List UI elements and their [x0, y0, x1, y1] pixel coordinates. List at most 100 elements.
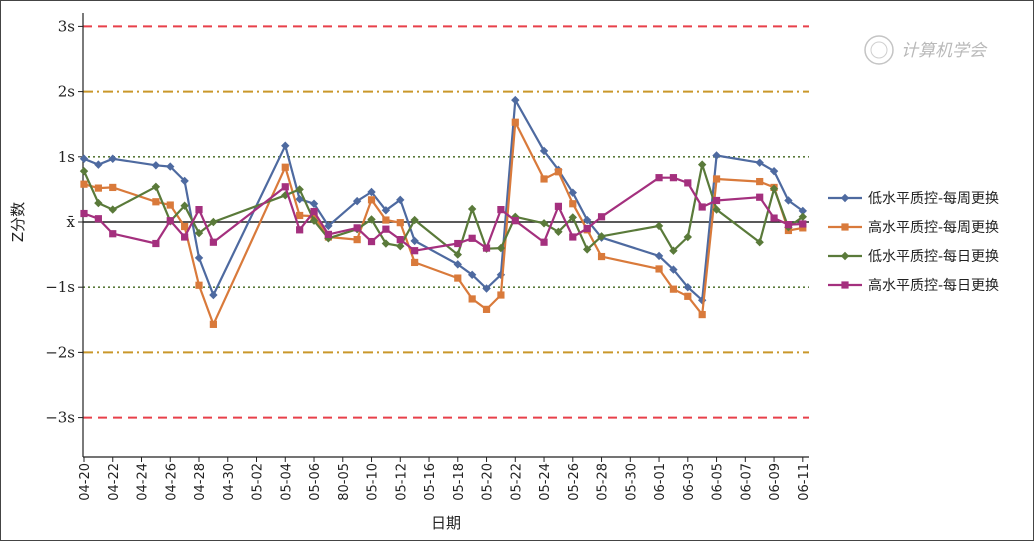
legend-swatch-marker	[841, 223, 849, 231]
legend-swatch-marker	[841, 281, 849, 289]
data-point	[453, 260, 462, 269]
x-tick-label: 06-05	[711, 463, 726, 501]
data-point	[712, 196, 721, 205]
x-tick-label: 05-30	[624, 463, 639, 501]
watermark-text: 计算机学会	[901, 41, 988, 61]
x-tick-label: 06-11	[797, 463, 812, 501]
data-point	[309, 216, 319, 225]
data-point	[554, 168, 563, 176]
data-point	[669, 174, 678, 182]
data-point	[583, 224, 591, 233]
data-point	[324, 221, 333, 231]
data-point	[310, 207, 318, 216]
legend-label: 低水平质控-每周更换	[868, 190, 999, 207]
data-point	[669, 285, 678, 293]
watermark-logo: 计算机学会	[864, 35, 988, 65]
data-point	[396, 236, 404, 244]
data-point	[382, 225, 390, 233]
data-point	[281, 141, 290, 150]
data-point	[382, 216, 390, 224]
data-point	[568, 213, 577, 222]
data-point	[799, 220, 807, 228]
data-point	[712, 205, 721, 214]
data-point	[540, 175, 548, 183]
data-point	[511, 217, 519, 225]
data-point	[654, 251, 664, 261]
data-point	[769, 166, 779, 176]
x-tick-label: 04-22	[107, 463, 122, 501]
data-point	[166, 162, 175, 171]
data-point	[554, 202, 563, 210]
x-tick-label: 05-20	[481, 463, 496, 501]
data-point	[79, 166, 89, 176]
data-point	[669, 246, 678, 255]
data-point	[497, 291, 505, 299]
data-point	[109, 230, 117, 238]
data-point	[353, 224, 361, 232]
data-point	[683, 232, 693, 242]
data-point	[669, 265, 678, 274]
data-point	[108, 154, 117, 163]
y-reference-label: 2s	[58, 83, 75, 101]
data-point	[309, 199, 319, 208]
data-point	[755, 238, 764, 247]
data-point	[209, 238, 217, 246]
data-point	[396, 219, 404, 227]
data-point	[799, 224, 807, 232]
series-line	[82, 163, 804, 256]
data-point	[166, 201, 174, 209]
y-reference-label: x̄	[67, 213, 76, 231]
legend-label: 低水平质控-每日更换	[868, 248, 999, 265]
data-point	[712, 175, 721, 183]
legend-swatch-marker	[840, 193, 850, 203]
data-point	[367, 196, 376, 204]
legend-item-3: 高水平质控-每日更换	[828, 277, 999, 294]
x-tick-label: 06-01	[653, 463, 668, 501]
data-point	[554, 227, 563, 236]
data-point	[482, 284, 491, 293]
data-point	[698, 203, 706, 211]
data-point	[352, 196, 362, 206]
data-point	[180, 201, 189, 210]
x-tick-label: 80-05	[337, 463, 352, 501]
data-point	[194, 253, 204, 263]
data-point	[411, 247, 419, 255]
x-tick-label: 05-26	[567, 463, 582, 501]
data-point	[655, 174, 663, 182]
y-reference-label: −1s	[45, 278, 75, 296]
x-tick-label: 04-30	[222, 463, 237, 501]
data-point	[467, 204, 477, 214]
data-point	[209, 320, 217, 328]
x-tick-label: 05-04	[279, 463, 294, 501]
data-point	[655, 265, 663, 273]
data-point	[296, 211, 304, 220]
x-axis-title: 日期	[431, 514, 461, 532]
data-point	[281, 183, 289, 191]
data-point	[497, 206, 505, 214]
data-point	[367, 215, 376, 224]
data-point	[454, 239, 462, 248]
data-point	[654, 221, 664, 231]
data-point	[152, 239, 160, 248]
series-3	[80, 174, 807, 255]
data-point	[698, 310, 706, 319]
data-point	[769, 184, 779, 193]
data-point	[582, 245, 592, 254]
data-point	[755, 158, 764, 167]
data-point	[798, 206, 808, 216]
series-line	[83, 99, 804, 302]
data-point	[194, 228, 204, 238]
data-point	[396, 241, 405, 251]
data-point	[94, 184, 102, 192]
series-layer	[79, 95, 808, 328]
data-point	[94, 198, 103, 208]
data-point	[756, 177, 764, 186]
data-point	[511, 95, 520, 105]
data-point	[151, 161, 161, 170]
data-point	[109, 183, 117, 192]
data-point	[195, 281, 203, 289]
y-reference-label: −2s	[45, 343, 75, 361]
data-point	[582, 215, 592, 225]
data-point	[684, 292, 692, 300]
